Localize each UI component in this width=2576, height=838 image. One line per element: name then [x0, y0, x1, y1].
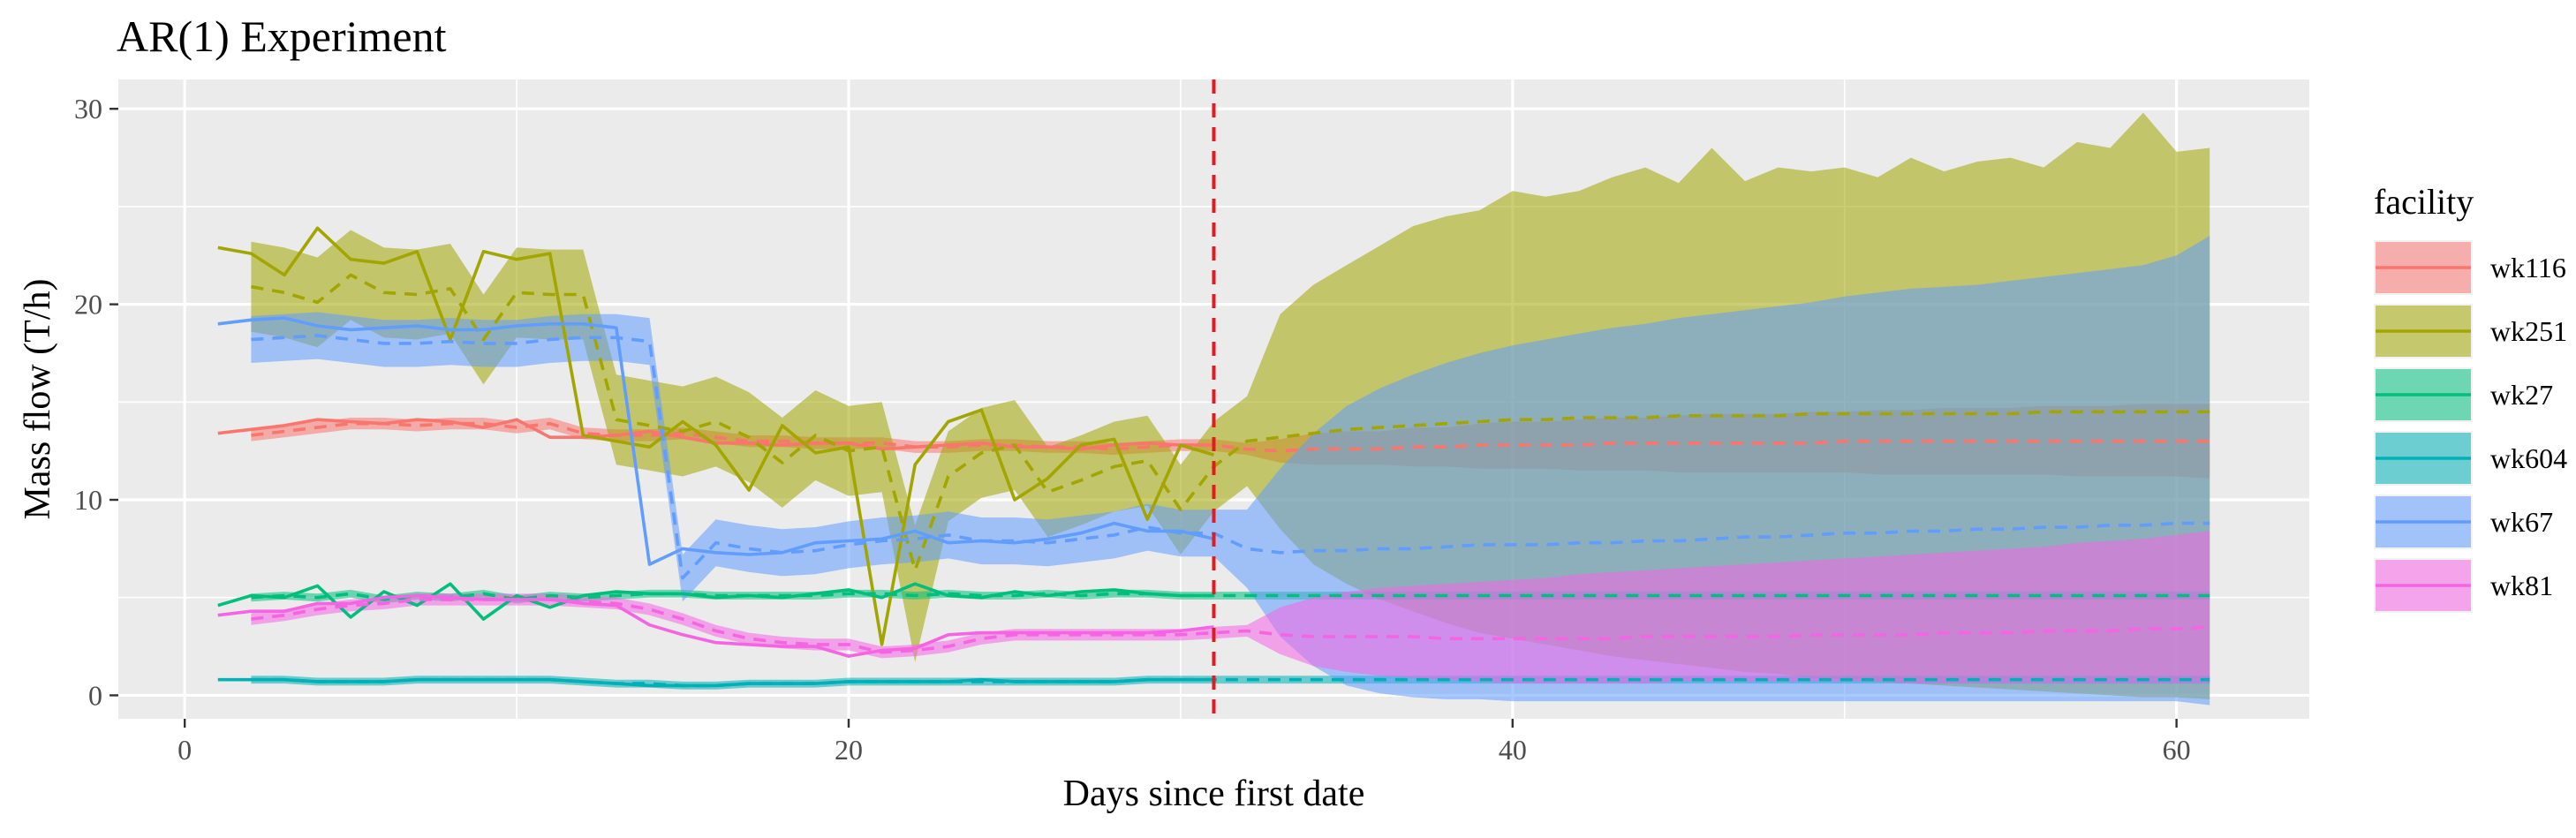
legend: facility wk116 wk251 wk27 wk604 wk67 wk81: [2374, 182, 2567, 613]
x-tick-label: 0: [178, 734, 192, 766]
x-tick-label: 60: [2163, 734, 2191, 766]
observed-line-wk251: [217, 226, 1215, 646]
legend-title: facility: [2374, 182, 2474, 222]
legend-label-wk116: wk116: [2490, 252, 2566, 283]
ribbon-wk81: [251, 531, 2210, 684]
legend-label-wk27: wk27: [2490, 379, 2553, 411]
x-tick-label: 40: [1499, 734, 1527, 766]
y-tick-label: 30: [74, 93, 102, 125]
y-tick-label: 0: [88, 679, 102, 711]
observed-line-wk81: [217, 593, 1214, 658]
chart-title: AR(1) Experiment: [117, 11, 447, 61]
observed-line-wk27: [217, 582, 1214, 621]
legend-label-wk81: wk81: [2490, 570, 2553, 601]
observed-line-wk67: [217, 316, 1214, 566]
fitted-line-wk251: [251, 273, 2210, 572]
fitted-line-wk27: [251, 592, 2210, 601]
fitted-line-wk116: [251, 421, 2210, 453]
y-tick-label: 20: [74, 289, 102, 321]
legend-label-wk604: wk604: [2490, 442, 2567, 474]
axes-layer: 0 20 40 60 0 10 20 30: [74, 93, 2191, 766]
legend-items: wk116 wk251 wk27 wk604 wk67 wk81: [2374, 240, 2567, 613]
fitted-line-wk67: [251, 334, 2210, 580]
legend-label-wk251: wk251: [2490, 315, 2567, 347]
fitted-line-wk81: [251, 598, 2210, 654]
legend-label-wk67: wk67: [2490, 506, 2553, 538]
x-tick-label: 20: [835, 734, 863, 766]
fitted-line-wk604: [251, 677, 2210, 688]
y-tick-label: 10: [74, 484, 102, 516]
x-axis-title: Days since first date: [1063, 774, 1365, 814]
lines-layer: [217, 226, 2210, 688]
y-axis-title: Mass flow (T/h): [18, 279, 58, 520]
